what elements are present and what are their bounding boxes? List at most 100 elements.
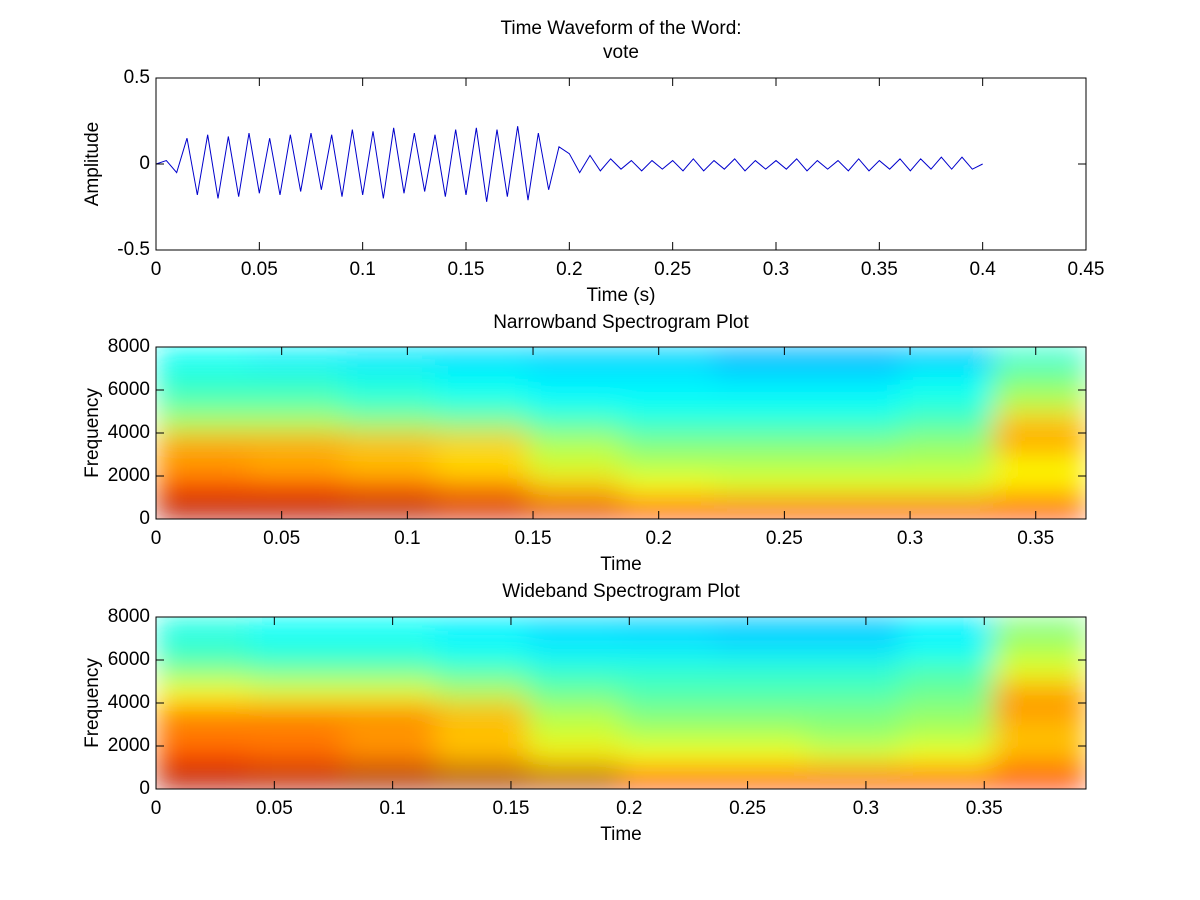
x-tick-label: 0.15	[448, 259, 485, 280]
cell	[249, 497, 343, 519]
x-tick-label: 0.15	[492, 798, 529, 819]
cell	[807, 476, 901, 498]
cell	[807, 617, 901, 639]
cell	[621, 660, 715, 682]
x-tick-label: 0.35	[1017, 528, 1054, 549]
cell	[342, 681, 436, 704]
y-tick-label: 8000	[108, 606, 150, 627]
cell	[528, 617, 622, 639]
cell	[156, 433, 250, 455]
cell	[249, 433, 343, 455]
cell	[900, 454, 994, 477]
y-axis-label: Frequency	[82, 388, 103, 478]
cell	[156, 347, 250, 369]
x-axis-label: Time	[600, 554, 642, 575]
x-axis-label: Time (s)	[587, 285, 656, 306]
cell	[993, 724, 1086, 747]
chart-title: Wideband Spectrogram Plot	[502, 581, 740, 602]
cell	[528, 347, 622, 369]
cell	[528, 638, 622, 661]
cell	[714, 347, 808, 369]
cell	[435, 411, 529, 434]
x-tick-label: 0.25	[654, 259, 691, 280]
y-axis-label: Frequency	[82, 658, 103, 748]
cell	[528, 746, 622, 768]
cell	[900, 746, 994, 768]
cell	[342, 724, 436, 747]
cell	[621, 497, 715, 519]
cell	[156, 497, 250, 519]
cell	[807, 746, 901, 768]
cell	[342, 660, 436, 682]
waveform	[156, 126, 983, 202]
cell	[528, 724, 622, 747]
plot-area	[156, 78, 1086, 250]
cell	[435, 617, 529, 639]
cell	[900, 390, 994, 412]
x-tick-label: 0.2	[645, 528, 671, 549]
y-tick-label: 0	[139, 508, 150, 529]
x-axis-label: Time	[600, 824, 642, 845]
y-tick-label: 4000	[108, 692, 150, 713]
cell	[342, 746, 436, 768]
cell	[714, 497, 808, 519]
cell	[435, 746, 529, 768]
cell	[714, 390, 808, 412]
cell	[342, 767, 436, 789]
cell	[342, 703, 436, 725]
cell	[342, 454, 436, 477]
cell	[900, 638, 994, 661]
cell	[156, 617, 250, 639]
cell	[528, 476, 622, 498]
cell	[714, 411, 808, 434]
cell	[807, 497, 901, 519]
x-tick-label: 0.1	[394, 528, 420, 549]
cell	[993, 617, 1086, 639]
cell	[621, 347, 715, 369]
spectrogram	[156, 347, 1086, 519]
cell	[435, 497, 529, 519]
cell	[156, 660, 250, 682]
spectrogram-cells	[156, 347, 1086, 519]
cell	[807, 681, 901, 704]
cell	[156, 411, 250, 434]
cell	[156, 767, 250, 789]
cell	[249, 724, 343, 747]
cell	[621, 703, 715, 725]
cell	[900, 411, 994, 434]
cell	[342, 497, 436, 519]
x-tick-label: 0	[151, 528, 162, 549]
cell	[807, 433, 901, 455]
x-tick-label: 0.05	[263, 528, 300, 549]
cell	[993, 476, 1086, 498]
cell	[156, 724, 250, 747]
cell	[993, 454, 1086, 477]
cell	[807, 638, 901, 661]
x-tick-label: 0.25	[766, 528, 803, 549]
cell	[807, 347, 901, 369]
x-tick-label: 0.2	[616, 798, 642, 819]
cell	[435, 638, 529, 661]
x-tick-label: 0.35	[966, 798, 1003, 819]
cell	[621, 411, 715, 434]
x-tick-label: 0	[151, 259, 162, 280]
cell	[993, 660, 1086, 682]
cell	[900, 660, 994, 682]
cell	[807, 660, 901, 682]
cell	[435, 724, 529, 747]
cell	[435, 454, 529, 477]
cell	[435, 347, 529, 369]
cell	[342, 638, 436, 661]
chart-title: Time Waveform of the Word:	[500, 18, 741, 39]
cell	[342, 411, 436, 434]
cell	[435, 681, 529, 704]
cell	[900, 347, 994, 369]
cell	[156, 454, 250, 477]
cell	[342, 347, 436, 369]
cell	[714, 660, 808, 682]
cell	[621, 681, 715, 704]
cell	[621, 476, 715, 498]
cell	[249, 746, 343, 768]
cell	[900, 476, 994, 498]
cell	[714, 767, 808, 789]
